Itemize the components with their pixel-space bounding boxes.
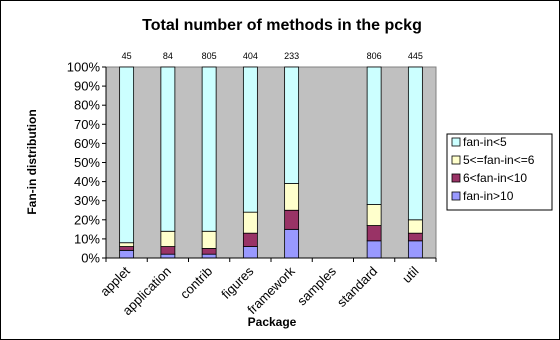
y-axis-title: Fan-in distribution (25, 109, 39, 214)
total-label: 45 (122, 51, 132, 61)
bar-segment (366, 225, 382, 242)
x-tick-label: figures (218, 263, 257, 302)
bar-segment (160, 253, 176, 259)
y-tick-label: 80% (74, 98, 100, 113)
bars (119, 66, 423, 259)
y-tick-label: 30% (74, 193, 100, 208)
bar-segment (407, 219, 423, 234)
bar-segment (366, 240, 382, 259)
y-tick-label: 60% (74, 136, 100, 151)
bar-segment (119, 249, 135, 259)
bar-segment (201, 253, 217, 259)
total-label: 445 (408, 51, 423, 61)
y-tick-label: 70% (74, 117, 100, 132)
x-tick-label: applet (97, 263, 133, 299)
total-label: 806 (367, 51, 382, 61)
legend-label: 5<=fan-in<=6 (463, 153, 535, 167)
x-axis-title: Package (248, 315, 297, 329)
bar-segment (242, 66, 258, 213)
legend-swatch (451, 137, 461, 147)
bar-segment (242, 232, 258, 247)
bar-segment (407, 232, 423, 242)
bar-segment (160, 230, 176, 247)
y-tick-label: 10% (74, 231, 100, 246)
bar-segment (407, 240, 423, 259)
y-tick-label: 20% (74, 212, 100, 227)
y-tick-label: 0% (81, 251, 100, 266)
bar-segment (201, 230, 217, 249)
bar-segment (284, 228, 300, 259)
x-tick-label: util (399, 263, 421, 285)
bar-segment (160, 66, 176, 232)
legend: fan-in<5 5<=fan-in<=6 6<fan-in<10 fan-in>10 (446, 133, 553, 211)
bar-segment (119, 66, 135, 244)
legend-label: fan-in>10 (463, 189, 514, 203)
bar-segment (242, 246, 258, 259)
y-tick-label: 100% (67, 60, 101, 75)
bar-segment (407, 66, 423, 221)
x-tick-label: standard (334, 264, 380, 310)
y-tick-label: 40% (74, 174, 100, 189)
x-tick-label: contrib (177, 264, 215, 302)
bar-segment (366, 66, 382, 205)
bar-segment (201, 248, 217, 255)
bar-segment (160, 246, 176, 255)
bar-segment (119, 242, 135, 247)
total-label: 84 (163, 51, 173, 61)
legend-swatch (451, 173, 461, 183)
legend-swatch (451, 155, 461, 165)
legend-label: 6<fan-in<10 (463, 171, 527, 185)
bar-segment (284, 183, 300, 211)
bar-segment (284, 66, 300, 184)
y-tick-label: 90% (74, 79, 100, 94)
bar-segment (284, 209, 300, 230)
chart-title: Total number of methods in the pckg (142, 17, 422, 34)
total-label: 805 (202, 51, 217, 61)
y-tick-label: 50% (74, 155, 100, 170)
x-tick-label: samples (294, 263, 339, 308)
total-label: 233 (284, 51, 299, 61)
bar-segment (201, 66, 217, 232)
total-label: 404 (243, 51, 258, 61)
legend-label: fan-in<5 (463, 135, 507, 149)
legend-box (446, 133, 553, 211)
bar-segment (119, 246, 135, 251)
legend-swatch (451, 191, 461, 201)
bar-segment (366, 204, 382, 226)
plot-area (105, 66, 437, 259)
bar-segment (242, 211, 258, 234)
y-axis: 0% 10% 20% 30% 40% 50% 60% 70% 80% 90% 100% (67, 60, 106, 266)
total-labels: 45 84 805 404 233 806 445 (122, 51, 423, 61)
